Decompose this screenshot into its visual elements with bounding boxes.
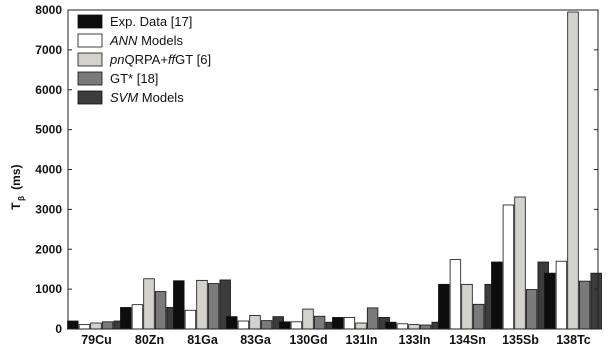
bar-133In-series-1	[385, 321, 397, 330]
bar-135Sb-series-4	[525, 289, 538, 330]
y-axis-label-unit: (ms)	[9, 164, 23, 189]
x-tick-label: 131In	[346, 333, 378, 347]
bar-134Sn-series-1	[438, 283, 450, 330]
legend-swatch	[77, 71, 103, 86]
legend-label: pnQRPA+ffGT [6]	[109, 52, 211, 67]
x-tick-label: 134Sn	[449, 333, 486, 347]
bar-81Ga-series-2	[184, 309, 197, 330]
bar-79Cu-series-1	[67, 320, 79, 330]
bar-83Ga-series-4	[260, 320, 273, 330]
bar-83Ga-series-1	[226, 316, 238, 330]
bar-135Sb-series-1	[491, 261, 503, 330]
bar-81Ga-series-3	[196, 279, 208, 330]
y-tick-label: 0	[55, 322, 62, 336]
bar-131In-series-3	[355, 322, 367, 330]
legend-swatch	[77, 33, 103, 48]
y-tick-label: 2000	[35, 242, 62, 256]
bar-130Gd-series-4	[313, 315, 326, 330]
y-tick-label: 8000	[35, 3, 62, 17]
y-tick-label: 3000	[35, 202, 62, 216]
legend-label: GT* [18]	[110, 71, 158, 86]
bar-79Cu-series-2	[78, 324, 91, 330]
y-axis-label: T β (ms)	[9, 164, 26, 209]
x-tick-label: 133In	[399, 333, 431, 347]
bar-81Ga-series-4	[207, 283, 220, 330]
bar-80Zn-series-1	[120, 307, 132, 330]
bar-138Tc-series-5	[590, 272, 602, 330]
bar-80Zn-series-3	[143, 278, 155, 330]
y-axis-label-main: T	[9, 202, 23, 210]
bar-80Zn-series-4	[154, 291, 167, 330]
x-tick-label: 130Gd	[289, 333, 327, 347]
bar-138Tc-series-1	[544, 272, 556, 330]
bar-133In-series-3	[408, 324, 420, 330]
legend-swatch	[77, 52, 103, 67]
bar-130Gd-series-1	[279, 321, 291, 330]
bar-81Ga-series-1	[173, 280, 185, 330]
bar-80Zn-series-2	[131, 304, 144, 330]
x-axis-ticks: 79Cu 80Zn 81Ga 83Ga 130Gd 131In 133In 134Sn 135S…	[81, 333, 591, 347]
legend-label: SVM Models	[110, 90, 184, 105]
bar-138Tc-series-4	[578, 280, 591, 330]
bar-134Sn-series-4	[472, 303, 485, 330]
x-tick-label: 79Cu	[81, 333, 112, 347]
bar-133In-series-2	[396, 323, 409, 330]
legend: Exp. Data [17] ANN Models pnQRPA+ffGT [6] G…	[77, 14, 211, 105]
y-tick-label: 4000	[35, 163, 62, 177]
y-tick-label: 7000	[35, 43, 62, 57]
bar-138Tc-series-2	[555, 260, 568, 330]
bar-135Sb-series-2	[502, 204, 515, 330]
legend-label: Exp. Data [17]	[110, 14, 192, 29]
bar-131In-series-4	[366, 307, 379, 330]
legend-swatch	[77, 90, 103, 105]
bar-130Gd-series-2	[290, 321, 303, 330]
bar-79Cu-series-4	[101, 321, 114, 330]
y-axis-ticks: 0 1000 2000 3000 4000 5000 6000 7000 8000	[35, 3, 598, 336]
bar-83Ga-series-3	[249, 315, 261, 330]
bar-131In-series-2	[343, 317, 356, 330]
bar-134Sn-series-3	[461, 283, 473, 330]
y-tick-label: 6000	[35, 83, 62, 97]
legend-swatch	[77, 14, 103, 29]
bar-83Ga-series-2	[237, 320, 250, 330]
bar-133In-series-4	[419, 324, 432, 330]
y-tick-label: 5000	[35, 123, 62, 137]
x-tick-label: 80Zn	[135, 333, 164, 347]
bar-130Gd-series-3	[302, 308, 314, 330]
y-axis-label-sub: β	[17, 196, 26, 201]
x-tick-label: 83Ga	[240, 333, 272, 347]
y-tick-label: 1000	[35, 282, 62, 296]
bar-79Cu-series-3	[90, 322, 102, 330]
bar-138Tc-series-3	[567, 11, 579, 330]
bars-group	[67, 11, 602, 330]
bar-131In-series-1	[332, 317, 344, 330]
x-tick-label: 138Tc	[556, 333, 591, 347]
x-tick-label: 81Ga	[187, 333, 219, 347]
bar-135Sb-series-3	[514, 196, 526, 330]
legend-label: ANN Models	[109, 33, 183, 48]
x-tick-label: 135Sb	[502, 333, 539, 347]
bar-134Sn-series-2	[449, 259, 462, 330]
